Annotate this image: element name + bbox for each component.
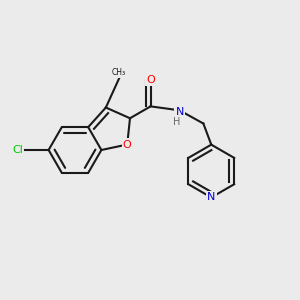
Text: H: H [173, 117, 180, 127]
Text: N: N [207, 193, 215, 202]
Text: CH₃: CH₃ [112, 68, 126, 77]
Text: O: O [123, 140, 132, 149]
Text: O: O [146, 75, 155, 85]
Text: N: N [176, 107, 184, 117]
Text: Cl: Cl [12, 145, 23, 155]
